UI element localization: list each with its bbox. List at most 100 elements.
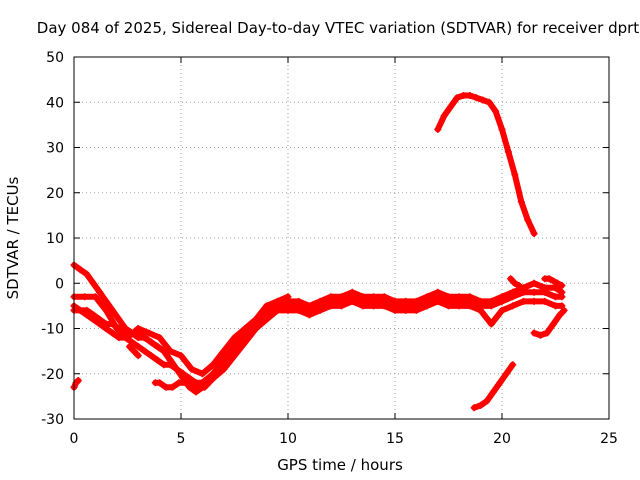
data-point	[96, 315, 104, 323]
data-point	[370, 302, 378, 310]
data-point	[102, 297, 110, 305]
series-trace	[434, 92, 538, 237]
data-point	[541, 288, 549, 296]
data-point	[530, 297, 538, 305]
data-point	[556, 311, 564, 319]
data-point	[160, 347, 168, 355]
series-track-c	[70, 297, 566, 391]
data-point	[487, 320, 495, 328]
data-point	[554, 279, 562, 287]
y-tick-label: 30	[46, 141, 64, 157]
data-point	[412, 306, 420, 314]
data-point	[359, 302, 367, 310]
data-point	[455, 302, 463, 310]
data-point	[445, 302, 452, 310]
data-point	[402, 306, 410, 314]
data-point	[134, 343, 142, 351]
data-point	[511, 171, 519, 179]
data-point	[530, 329, 538, 337]
data-point	[252, 315, 260, 323]
x-tick-label: 20	[493, 431, 511, 447]
data-point	[201, 383, 208, 391]
data-point	[89, 311, 97, 319]
data-point	[263, 302, 271, 310]
data-point	[558, 293, 566, 301]
data-point	[558, 282, 566, 289]
data-point	[541, 297, 549, 305]
data-point	[460, 92, 467, 99]
data-point	[156, 379, 164, 387]
data-point	[305, 311, 313, 319]
data-point	[466, 302, 474, 310]
data-point	[519, 288, 527, 296]
data-point	[530, 230, 538, 237]
data-point	[511, 279, 519, 287]
data-point	[479, 96, 487, 104]
x-tick-label: 15	[386, 431, 404, 447]
series-track-g	[470, 361, 517, 412]
data-point	[166, 356, 174, 364]
data-points	[70, 92, 568, 412]
data-point	[231, 334, 238, 342]
data-point	[284, 297, 292, 305]
data-point	[194, 383, 202, 391]
data-point	[509, 302, 517, 310]
data-point	[166, 347, 174, 355]
data-point	[549, 320, 557, 328]
series-track-i	[541, 275, 566, 289]
y-tick-label: 10	[46, 231, 64, 247]
data-point	[543, 329, 551, 337]
series-trace	[71, 298, 565, 391]
data-point	[91, 293, 99, 301]
data-point	[154, 356, 161, 364]
data-point	[530, 288, 538, 296]
data-point	[338, 302, 345, 310]
data-point	[524, 216, 532, 224]
data-point	[496, 379, 504, 387]
grid-lines	[74, 57, 609, 419]
data-point	[147, 338, 155, 346]
data-point	[156, 334, 164, 342]
data-point	[102, 320, 110, 328]
data-point	[498, 297, 506, 305]
data-point	[83, 270, 91, 278]
data-point	[128, 338, 136, 346]
x-tick-label: 5	[177, 431, 186, 447]
data-point	[477, 306, 485, 314]
y-tick-label: 0	[55, 276, 64, 292]
data-point	[220, 361, 228, 369]
data-point	[327, 302, 335, 310]
data-point	[147, 352, 155, 360]
data-point	[489, 388, 497, 396]
data-point	[545, 275, 553, 283]
data-point	[141, 334, 149, 342]
data-point	[549, 277, 557, 285]
data-point	[109, 306, 116, 314]
data-point	[552, 293, 559, 301]
data-point	[391, 306, 399, 314]
data-point	[130, 347, 138, 355]
data-point	[252, 325, 260, 332]
data-point	[560, 306, 568, 314]
x-tick-label: 10	[279, 431, 297, 447]
data-point	[83, 306, 91, 314]
data-point	[348, 297, 356, 305]
data-point	[434, 297, 442, 305]
data-point	[175, 379, 183, 387]
data-point	[145, 329, 153, 337]
data-point	[109, 329, 116, 337]
data-point	[263, 311, 271, 319]
data-point	[504, 148, 512, 156]
data-point	[498, 306, 506, 314]
series-track-l	[126, 343, 142, 360]
data-point	[181, 379, 189, 387]
data-point	[492, 107, 500, 115]
data-point	[515, 282, 523, 289]
data-point	[154, 343, 161, 351]
data-point	[168, 383, 176, 391]
data-point	[552, 302, 559, 310]
data-point	[141, 347, 149, 355]
data-point	[502, 370, 510, 378]
data-point	[284, 306, 292, 314]
